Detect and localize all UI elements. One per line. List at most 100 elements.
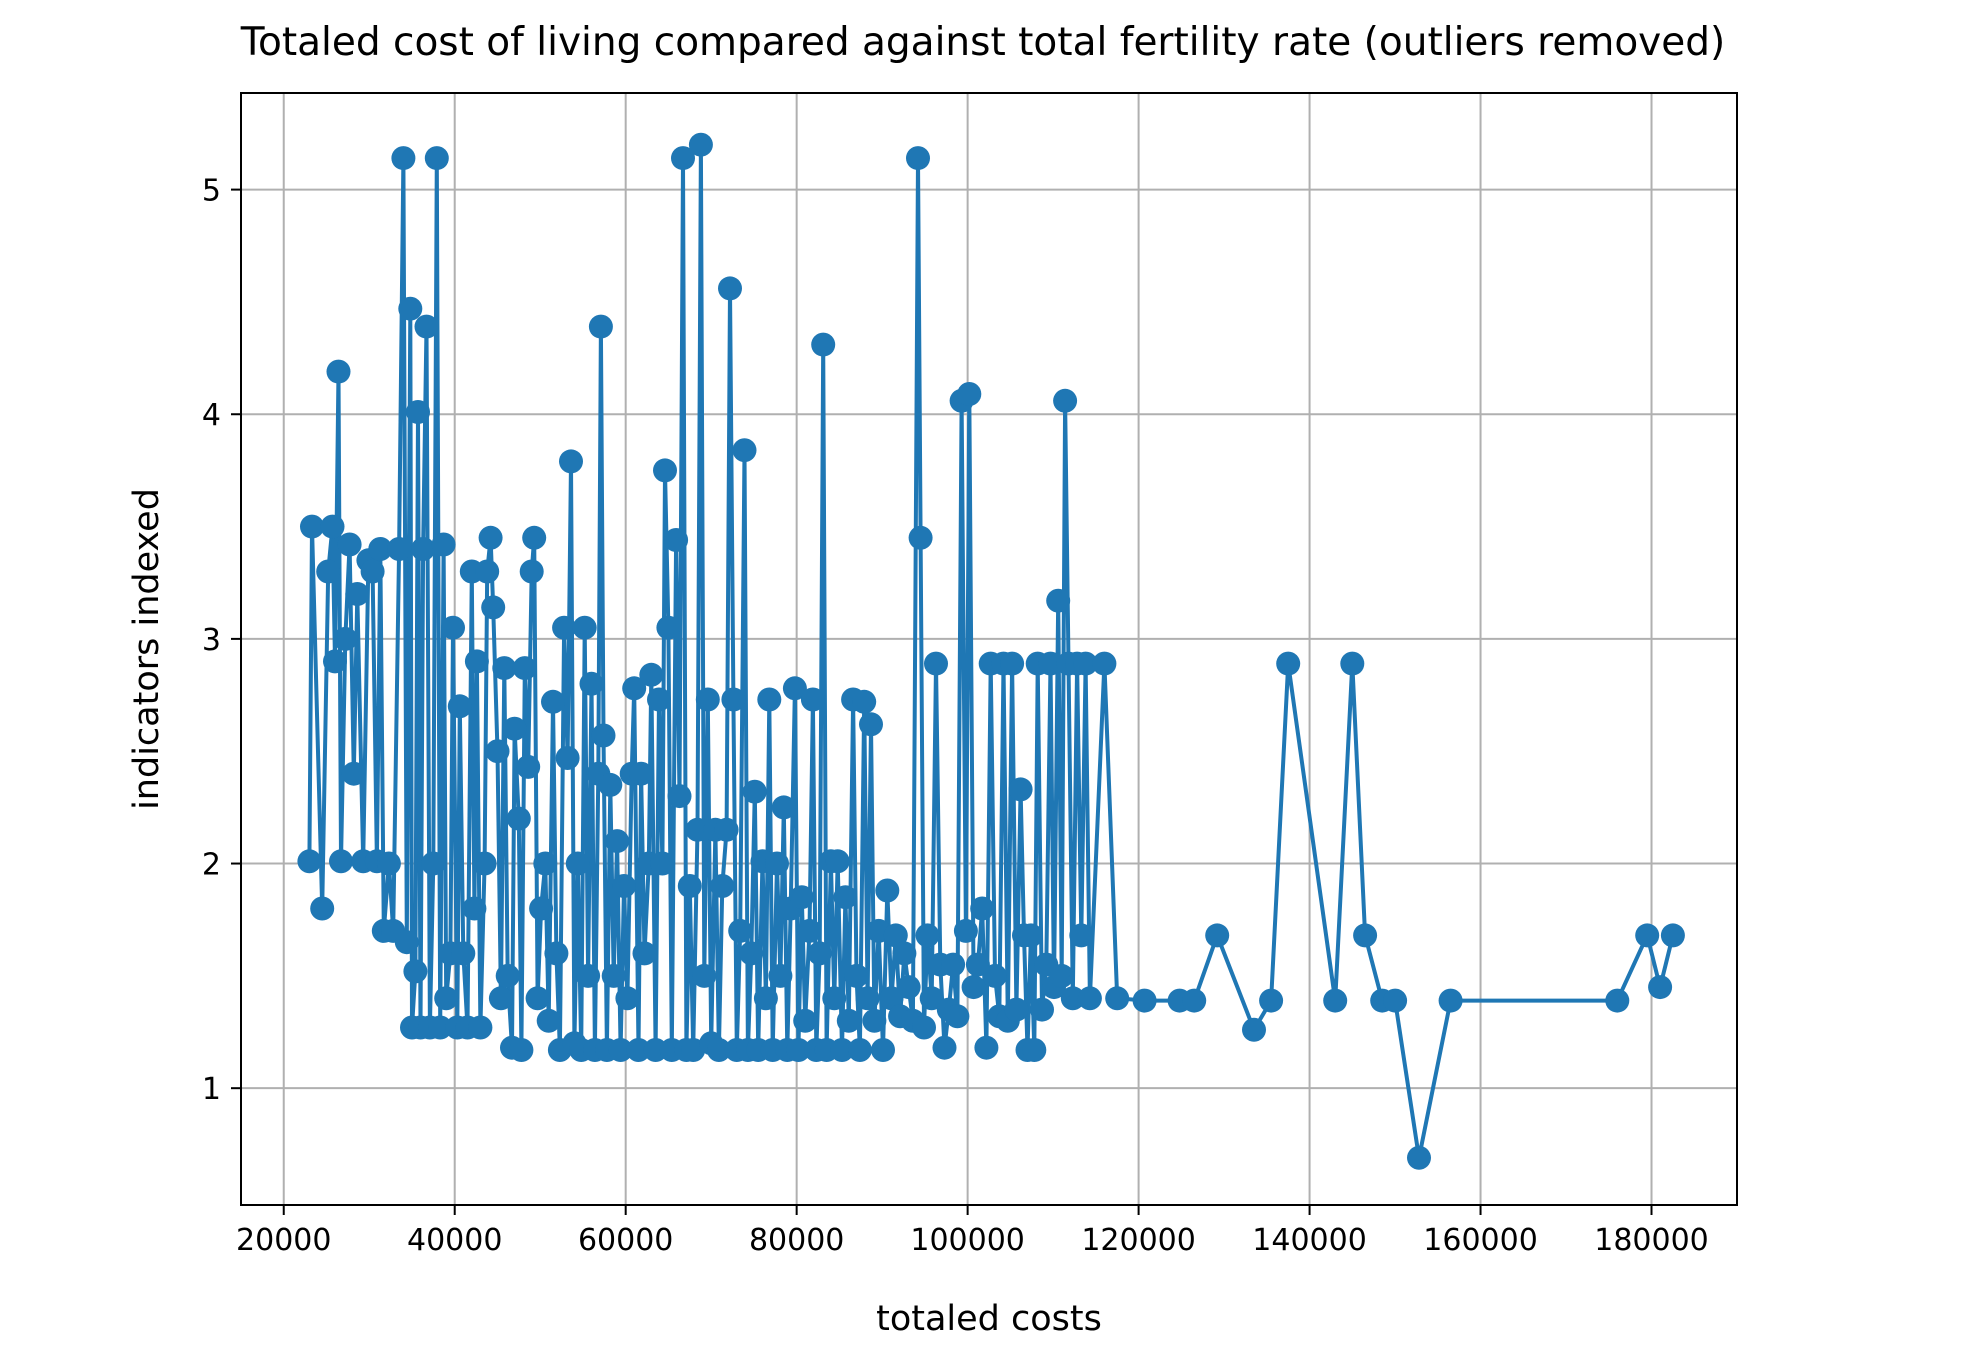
data-point	[468, 1015, 493, 1040]
data-point	[1660, 923, 1685, 948]
data-point	[800, 687, 825, 712]
data-point	[591, 723, 616, 748]
data-point	[1605, 988, 1630, 1013]
data-point	[464, 649, 489, 674]
data-point	[391, 146, 416, 171]
data-point	[576, 963, 601, 988]
data-point	[789, 885, 814, 910]
data-point	[1022, 1038, 1047, 1062]
data-point	[830, 1038, 854, 1062]
data-point	[1438, 988, 1463, 1013]
data-point	[765, 851, 789, 876]
data-point	[844, 963, 869, 988]
data-point	[862, 1008, 887, 1033]
data-point	[406, 400, 430, 424]
data-point	[650, 851, 675, 876]
data-point	[983, 963, 1007, 988]
data-point	[957, 382, 982, 406]
data-point	[1323, 988, 1348, 1013]
data-point	[360, 559, 385, 584]
data-point	[1060, 986, 1085, 1011]
data-point	[541, 689, 565, 714]
data-point	[1276, 651, 1301, 676]
data-point	[915, 923, 940, 948]
data-point	[852, 689, 877, 714]
data-point	[941, 952, 966, 977]
data-point	[492, 656, 517, 681]
data-point	[601, 963, 626, 988]
data-point	[506, 806, 531, 831]
data-point	[472, 851, 497, 876]
data-point	[879, 986, 904, 1011]
data-point	[441, 615, 465, 640]
data-point	[739, 941, 764, 966]
data-point	[656, 615, 681, 640]
data-point	[728, 918, 753, 943]
data-point	[1069, 923, 1094, 948]
y-tick-label: 1	[202, 1072, 221, 1107]
data-point	[451, 941, 476, 966]
data-point	[706, 1038, 731, 1062]
data-point	[605, 829, 630, 854]
data-point	[932, 1035, 957, 1060]
data-point	[502, 716, 527, 741]
data-point	[588, 314, 613, 339]
data-point	[908, 525, 933, 550]
data-point	[424, 146, 449, 171]
data-point	[639, 662, 664, 687]
data-point	[297, 849, 322, 874]
data-point	[945, 1004, 970, 1029]
data-point	[522, 525, 547, 550]
data-point	[859, 712, 883, 737]
data-point	[768, 963, 793, 988]
data-point	[536, 1008, 561, 1033]
data-point	[1242, 1017, 1266, 1042]
data-point	[512, 656, 537, 681]
data-point	[771, 795, 796, 820]
data-point	[1635, 923, 1660, 948]
x-tick-label: 60000	[578, 1223, 673, 1258]
data-point	[552, 615, 577, 640]
data-point	[414, 314, 439, 339]
data-point	[1008, 777, 1033, 802]
data-point	[565, 851, 590, 876]
data-point	[428, 1015, 453, 1040]
data-point	[1049, 963, 1074, 988]
data-point	[793, 1008, 818, 1033]
data-point	[475, 559, 500, 584]
data-point	[387, 537, 412, 561]
plot-frame	[240, 92, 1738, 1206]
data-point	[833, 885, 858, 910]
data-point	[970, 896, 995, 921]
data-point	[615, 986, 640, 1011]
data-point	[732, 438, 757, 463]
data-point	[376, 851, 401, 876]
data-point	[544, 941, 569, 966]
data-point	[742, 779, 767, 804]
data-point	[875, 878, 900, 903]
data-layer	[297, 132, 1685, 1170]
data-point	[1105, 986, 1130, 1011]
data-point	[1030, 997, 1054, 1022]
data-point	[478, 525, 503, 550]
data-point	[1073, 651, 1098, 676]
data-point	[398, 296, 423, 321]
data-point	[1053, 388, 1078, 413]
data-point	[1353, 923, 1378, 948]
data-point	[647, 687, 671, 712]
data-point	[1182, 988, 1207, 1013]
data-point	[626, 1038, 651, 1062]
data-point	[394, 930, 419, 955]
data-point	[572, 615, 597, 640]
data-point	[559, 449, 583, 474]
data-point	[368, 537, 393, 561]
data-point	[421, 851, 446, 876]
data-point	[664, 528, 689, 552]
data-point	[333, 626, 358, 651]
x-tick-label: 120000	[1081, 1223, 1196, 1258]
data-point	[337, 532, 362, 557]
data-point	[462, 896, 487, 921]
data-point	[488, 986, 513, 1011]
x-axis-label: totaled costs	[876, 1299, 1102, 1339]
data-point	[1383, 988, 1408, 1013]
